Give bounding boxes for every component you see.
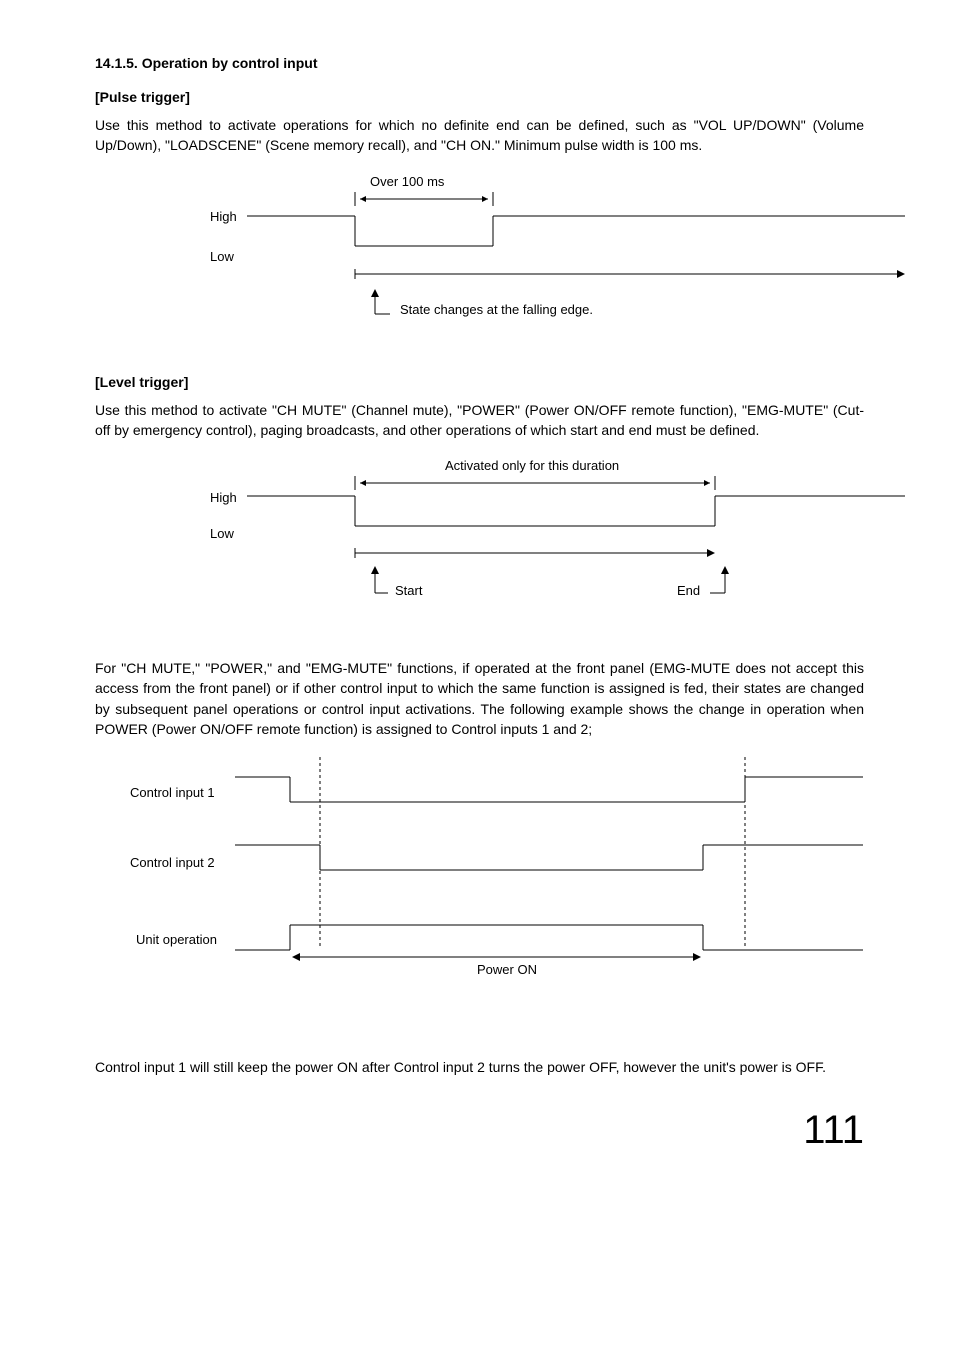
combined-diagram: Control input 1 Control input 2 Unit ope… <box>95 757 865 1007</box>
level-heading: [Level trigger] <box>95 374 864 390</box>
level-diagram: Activated only for this duration High Lo… <box>175 458 915 613</box>
level-description: Use this method to activate "CH MUTE" (C… <box>95 400 864 441</box>
combined-footer: Control input 1 will still keep the powe… <box>95 1057 864 1077</box>
pulse-diagram: Over 100 ms High Low State changes at th… <box>175 174 915 324</box>
section-number: 14.1.5. Operation by control input <box>95 55 864 71</box>
combined-svg <box>95 757 865 1007</box>
pulse-description: Use this method to activate operations f… <box>95 115 864 156</box>
pulse-svg <box>175 174 915 324</box>
pulse-heading: [Pulse trigger] <box>95 89 864 105</box>
level-svg <box>175 458 915 613</box>
page-number: 111 <box>95 1108 864 1153</box>
combined-description: For "CH MUTE," "POWER," and "EMG-MUTE" f… <box>95 658 864 739</box>
